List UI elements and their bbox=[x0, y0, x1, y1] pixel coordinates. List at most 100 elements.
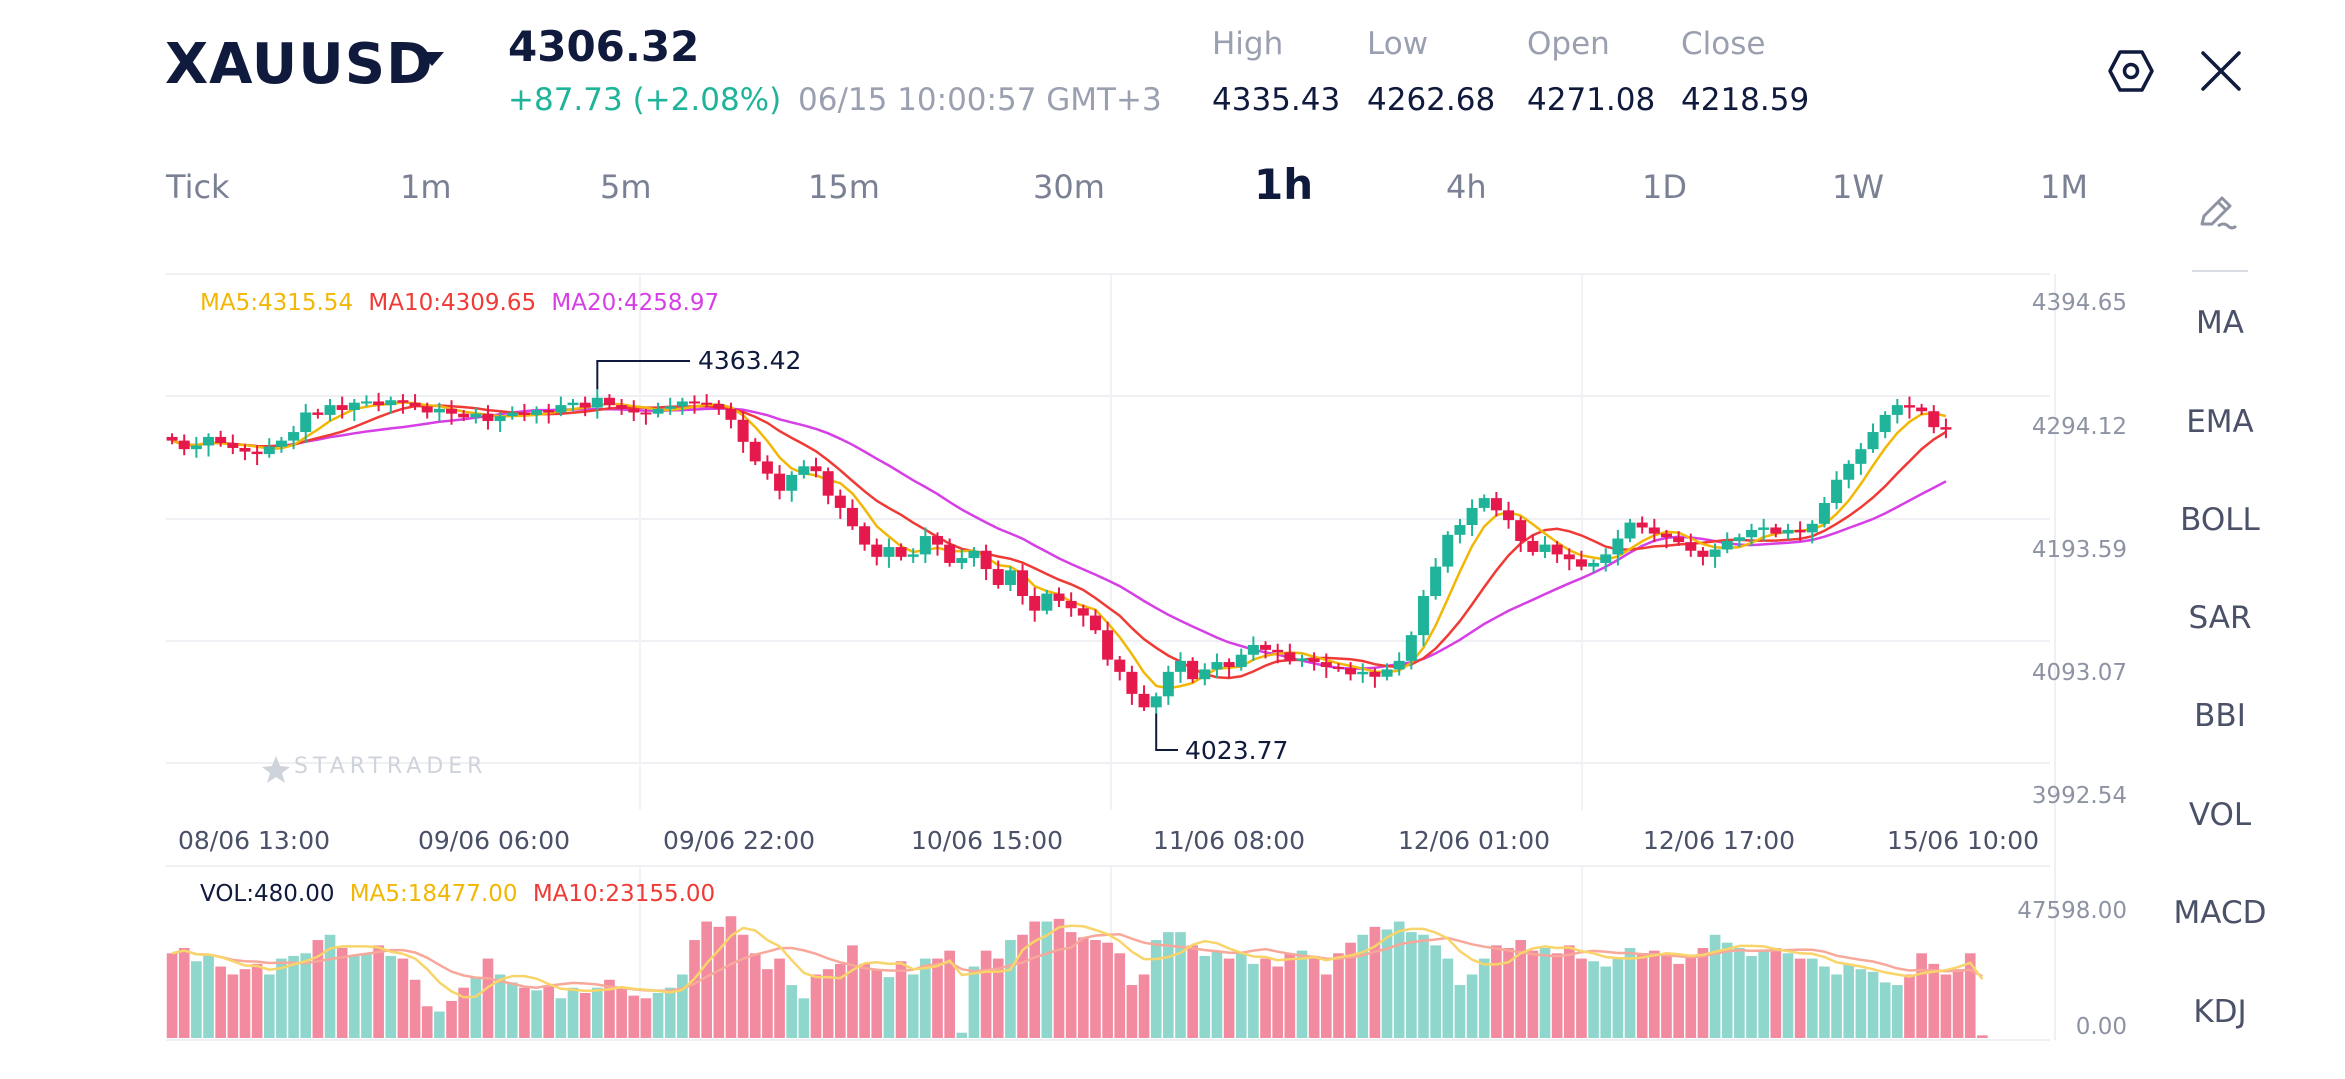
volume-bar bbox=[762, 969, 773, 1038]
timeframe-1d[interactable]: 1D bbox=[1642, 168, 1687, 206]
volume-bar bbox=[1381, 929, 1393, 1038]
volume-bar bbox=[434, 1011, 445, 1038]
volume-bar bbox=[1150, 940, 1162, 1038]
volume-bar bbox=[1721, 942, 1733, 1038]
timeframe-1h[interactable]: 1h bbox=[1254, 160, 1314, 209]
candle-body bbox=[761, 461, 773, 474]
candle-body bbox=[421, 406, 433, 413]
candle-body bbox=[1709, 549, 1721, 557]
volume-bar bbox=[713, 926, 725, 1038]
volume-bar bbox=[276, 958, 287, 1038]
volume-bar bbox=[1600, 966, 1612, 1038]
candle-body bbox=[1405, 635, 1417, 661]
indicator-macd[interactable]: MACD bbox=[2173, 895, 2267, 931]
volume-bar bbox=[1333, 953, 1344, 1038]
candle-body bbox=[664, 406, 676, 409]
quote-timestamp: 06/15 10:00:57 GMT+3 bbox=[798, 82, 1162, 118]
volume-bar bbox=[701, 921, 712, 1038]
candle-body bbox=[360, 401, 372, 404]
volume-bar bbox=[1053, 918, 1065, 1038]
volume-bar bbox=[689, 940, 700, 1038]
candle-body bbox=[190, 445, 202, 450]
candle-body bbox=[713, 403, 725, 409]
legend-vol: VOL:480.00 bbox=[200, 881, 335, 907]
volume-bar bbox=[1211, 950, 1223, 1038]
volume-bar bbox=[1308, 955, 1320, 1038]
volume-bar bbox=[506, 982, 518, 1038]
volume-bar bbox=[1867, 971, 1879, 1038]
timeframe-30m[interactable]: 30m bbox=[1033, 168, 1105, 206]
pencil-draw-icon[interactable] bbox=[2196, 192, 2240, 232]
volume-bar bbox=[300, 953, 312, 1038]
volume-bar bbox=[251, 963, 263, 1038]
volume-bar bbox=[749, 953, 761, 1038]
volume-bar bbox=[1806, 958, 1818, 1038]
volume-bar bbox=[1005, 940, 1016, 1038]
timeframe-4h[interactable]: 4h bbox=[1446, 168, 1487, 206]
volume-bar bbox=[1393, 921, 1405, 1038]
indicator-kdj[interactable]: KDJ bbox=[2193, 994, 2247, 1030]
timeframe-1mo[interactable]: 1M bbox=[2040, 168, 2088, 206]
volume-bar bbox=[932, 958, 943, 1038]
close-icon[interactable] bbox=[2200, 50, 2242, 92]
candle-body bbox=[932, 536, 944, 545]
candle-body bbox=[968, 550, 980, 559]
candle-body bbox=[1478, 498, 1490, 508]
x-tick-label: 12/06 17:00 bbox=[1643, 826, 1796, 855]
indicator-ema[interactable]: EMA bbox=[2186, 404, 2254, 440]
timeframe-1m[interactable]: 1m bbox=[400, 168, 452, 206]
x-tick-label: 09/06 22:00 bbox=[663, 826, 816, 855]
candle-body bbox=[1454, 525, 1466, 535]
settings-hex-icon[interactable] bbox=[2108, 48, 2154, 94]
volume-bar bbox=[1928, 963, 1940, 1038]
candle-body bbox=[1612, 538, 1624, 555]
candle-body bbox=[1928, 411, 1940, 428]
volume-bar bbox=[1782, 953, 1794, 1038]
timeframe-5m[interactable]: 5m bbox=[600, 168, 652, 206]
candle-body bbox=[567, 402, 579, 406]
volume-bar bbox=[737, 934, 749, 1038]
candle-body bbox=[518, 412, 530, 415]
candle-body bbox=[1114, 659, 1126, 672]
candle-body bbox=[701, 402, 713, 405]
price-chart[interactable] bbox=[0, 0, 2160, 1079]
volume-ma10-line bbox=[171, 932, 1983, 993]
volume-bar bbox=[1612, 958, 1624, 1038]
watermark: STARTRADER bbox=[294, 754, 488, 779]
volume-bar bbox=[239, 969, 251, 1038]
timeframe-1w[interactable]: 1W bbox=[1832, 168, 1884, 206]
volume-bar bbox=[956, 1032, 968, 1038]
volume-bar bbox=[1345, 942, 1356, 1038]
candle-body bbox=[591, 397, 603, 408]
volume-bar bbox=[263, 974, 275, 1038]
volume-bar bbox=[992, 958, 1004, 1038]
candle-body bbox=[944, 544, 956, 563]
candle-body bbox=[288, 432, 300, 441]
indicator-vol[interactable]: VOL bbox=[2188, 797, 2252, 833]
symbol-title[interactable]: XAUUSD bbox=[165, 32, 434, 97]
caret-down-icon[interactable] bbox=[420, 52, 444, 66]
candle-body bbox=[1345, 668, 1357, 675]
volume-bar bbox=[859, 963, 870, 1038]
indicator-sar[interactable]: SAR bbox=[2188, 600, 2252, 636]
candle-body bbox=[215, 436, 227, 444]
candle-body bbox=[1867, 432, 1879, 450]
stat-high-value: 4335.43 bbox=[1212, 82, 1341, 118]
volume-bar bbox=[1964, 953, 1976, 1038]
indicator-boll[interactable]: BOLL bbox=[2180, 502, 2260, 538]
volume-bar bbox=[1636, 953, 1648, 1038]
volume-bar bbox=[555, 998, 567, 1038]
candle-body bbox=[1648, 527, 1660, 534]
indicator-ma[interactable]: MA bbox=[2196, 305, 2244, 341]
timeframe-tick[interactable]: Tick bbox=[166, 168, 230, 206]
candle-body bbox=[749, 441, 761, 462]
volume-bar bbox=[1746, 955, 1757, 1038]
indicator-bbi[interactable]: BBI bbox=[2194, 698, 2246, 734]
volume-bar bbox=[1673, 963, 1684, 1038]
candle-body bbox=[1782, 529, 1794, 534]
candle-body bbox=[1940, 427, 1952, 430]
x-tick-label: 10/06 15:00 bbox=[911, 826, 1064, 855]
timeframe-15m[interactable]: 15m bbox=[808, 168, 880, 206]
volume-bar bbox=[1916, 953, 1927, 1038]
volume-bar bbox=[677, 974, 688, 1038]
